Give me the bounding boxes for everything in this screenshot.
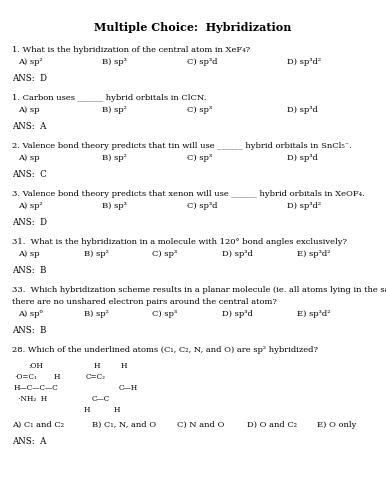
Text: B) sp²: B) sp² bbox=[102, 106, 127, 114]
Text: ANS:  D: ANS: D bbox=[12, 218, 47, 227]
Text: H—C—C—C: H—C—C—C bbox=[14, 384, 59, 392]
Text: D) sp³d: D) sp³d bbox=[287, 106, 318, 114]
Text: ANS:  A: ANS: A bbox=[12, 122, 46, 131]
Text: D) sp³d: D) sp³d bbox=[222, 310, 253, 318]
Text: 28. Which of the underlined atoms (C₁, C₂, N, and O) are sp² hybridized?: 28. Which of the underlined atoms (C₁, C… bbox=[12, 346, 318, 354]
Text: ANS:  C: ANS: C bbox=[12, 170, 47, 179]
Text: C—C: C—C bbox=[92, 395, 110, 403]
Text: D) sp³d: D) sp³d bbox=[287, 154, 318, 162]
Text: H: H bbox=[84, 406, 90, 414]
Text: :OH: :OH bbox=[28, 362, 43, 370]
Text: A) sp²: A) sp² bbox=[18, 202, 43, 210]
Text: C) sp³: C) sp³ bbox=[187, 154, 212, 162]
Text: ANS:  B: ANS: B bbox=[12, 266, 46, 275]
Text: C) sp³: C) sp³ bbox=[187, 106, 212, 114]
Text: C) N and O: C) N and O bbox=[177, 421, 224, 429]
Text: H: H bbox=[54, 373, 61, 381]
Text: H: H bbox=[94, 362, 100, 370]
Text: B) sp²: B) sp² bbox=[84, 250, 109, 258]
Text: D) sp³d: D) sp³d bbox=[222, 250, 253, 258]
Text: A) sp: A) sp bbox=[18, 106, 39, 114]
Text: C—H: C—H bbox=[119, 384, 138, 392]
Text: there are no unshared electron pairs around the central atom?: there are no unshared electron pairs aro… bbox=[12, 298, 277, 306]
Text: A) C₁ and C₂: A) C₁ and C₂ bbox=[12, 421, 64, 429]
Text: ANS:  D: ANS: D bbox=[12, 74, 47, 83]
Text: D) sp³d²: D) sp³d² bbox=[287, 58, 321, 66]
Text: E) sp³d²: E) sp³d² bbox=[297, 310, 330, 318]
Text: 33.  Which hybridization scheme results in a planar molecule (ie. all atoms lyin: 33. Which hybridization scheme results i… bbox=[12, 286, 386, 294]
Text: 31.  What is the hybridization in a molecule with 120° bond angles exclusively?: 31. What is the hybridization in a molec… bbox=[12, 238, 347, 246]
Text: E) O only: E) O only bbox=[317, 421, 356, 429]
Text: C) sp³: C) sp³ bbox=[152, 250, 177, 258]
Text: 3. Valence bond theory predicts that xenon will use ______ hybrid orbitals in Xe: 3. Valence bond theory predicts that xen… bbox=[12, 190, 365, 198]
Text: 1. Carbon uses ______ hybrid orbitals in ClCN.: 1. Carbon uses ______ hybrid orbitals in… bbox=[12, 94, 207, 102]
Text: D) sp³d²: D) sp³d² bbox=[287, 202, 321, 210]
Text: ANS:  A: ANS: A bbox=[12, 437, 46, 446]
Text: 1. What is the hybridization of the central atom in XeF₄?: 1. What is the hybridization of the cent… bbox=[12, 46, 250, 54]
Text: ⋅NH₂  H: ⋅NH₂ H bbox=[18, 395, 47, 403]
Text: B) sp³: B) sp³ bbox=[102, 202, 127, 210]
Text: E) sp³d²: E) sp³d² bbox=[297, 250, 330, 258]
Text: B) C₁, N, and O: B) C₁, N, and O bbox=[92, 421, 156, 429]
Text: Multiple Choice:  Hybridization: Multiple Choice: Hybridization bbox=[94, 22, 292, 33]
Text: A) sp: A) sp bbox=[18, 154, 39, 162]
Text: H: H bbox=[114, 406, 120, 414]
Text: C) sp³: C) sp³ bbox=[152, 310, 177, 318]
Text: 2. Valence bond theory predicts that tin will use ______ hybrid orbitals in SnCl: 2. Valence bond theory predicts that tin… bbox=[12, 142, 352, 150]
Text: A) sp²: A) sp² bbox=[18, 58, 43, 66]
Text: B) sp²: B) sp² bbox=[84, 310, 109, 318]
Text: B) sp²: B) sp² bbox=[102, 154, 127, 162]
Text: A) sp⁶: A) sp⁶ bbox=[18, 310, 43, 318]
Text: A) sp: A) sp bbox=[18, 250, 39, 258]
Text: D) O and C₂: D) O and C₂ bbox=[247, 421, 297, 429]
Text: C=C₂: C=C₂ bbox=[86, 373, 106, 381]
Text: ⋅O=C₁: ⋅O=C₁ bbox=[14, 373, 37, 381]
Text: B) sp³: B) sp³ bbox=[102, 58, 127, 66]
Text: C) sp³d: C) sp³d bbox=[187, 58, 217, 66]
Text: ANS:  B: ANS: B bbox=[12, 326, 46, 335]
Text: H: H bbox=[121, 362, 127, 370]
Text: C) sp³d: C) sp³d bbox=[187, 202, 217, 210]
